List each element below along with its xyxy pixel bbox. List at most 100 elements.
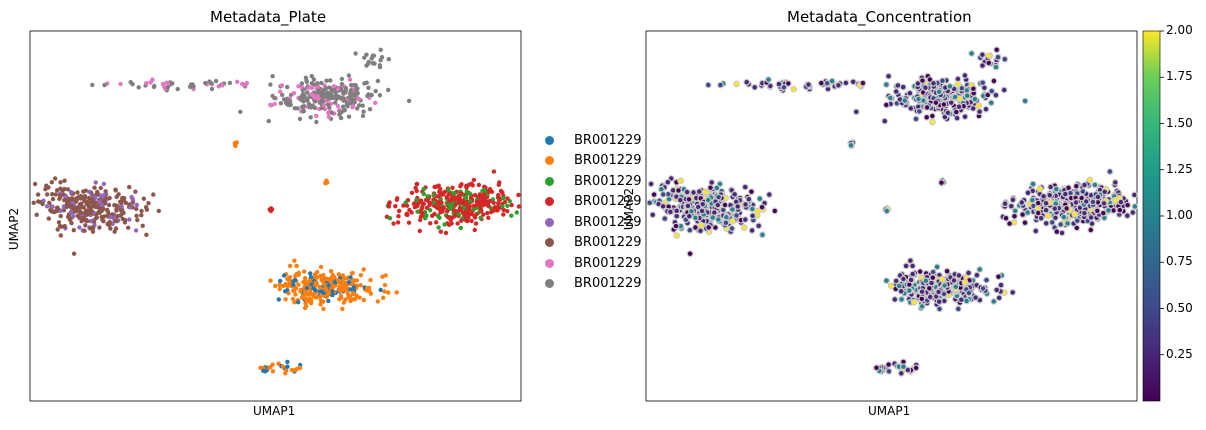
scatter-point — [722, 202, 728, 208]
scatter-point — [62, 197, 67, 203]
scatter-point — [450, 185, 455, 190]
scatter-point — [323, 180, 328, 185]
legend-marker — [545, 217, 554, 227]
scatter-point — [337, 284, 342, 289]
scatter-point — [277, 286, 282, 292]
scatter-point — [116, 192, 121, 197]
scatter-point — [94, 215, 100, 220]
scatter-point — [292, 300, 297, 305]
scatter-point — [47, 200, 52, 205]
scatter-point — [505, 196, 510, 201]
scatter-point — [886, 74, 891, 79]
scatter-point — [930, 275, 935, 280]
scatter-point — [903, 263, 909, 269]
scatter-point — [490, 208, 495, 213]
scatter-point — [315, 96, 320, 101]
scatter-point — [114, 219, 119, 224]
scatter-point — [85, 212, 90, 217]
scatter-point — [929, 280, 934, 286]
scatter-point — [283, 297, 288, 302]
scatter-point — [734, 213, 739, 218]
scatter-point — [291, 282, 296, 287]
scatter-point — [445, 209, 450, 214]
scatter-point — [951, 278, 957, 283]
scatter-point — [83, 223, 88, 228]
scatter-point — [678, 224, 683, 229]
scatter-point — [954, 109, 959, 115]
scatter-point — [509, 202, 514, 208]
scatter-point — [332, 275, 337, 280]
scatter-point — [899, 289, 904, 294]
colorbar-ticks — [1160, 30, 1164, 356]
scatter-point — [767, 192, 772, 197]
scatter-point — [956, 104, 962, 109]
scatter-point — [430, 213, 435, 218]
scatter-point — [136, 85, 141, 90]
scatter-point — [73, 199, 79, 204]
scatter-point — [100, 195, 105, 200]
scatter-point — [272, 95, 277, 101]
scatter-point — [994, 47, 999, 52]
scatter-point — [35, 192, 41, 197]
legend-label: BR001229 — [574, 132, 642, 148]
scatter-point — [459, 218, 464, 223]
scatter-point — [1095, 200, 1101, 205]
scatter-point — [485, 210, 490, 216]
scatter-point — [364, 286, 370, 291]
scatter-point — [892, 297, 897, 302]
scatter-point — [308, 115, 313, 120]
scatter-point — [296, 282, 301, 287]
scatter-point — [956, 273, 962, 278]
scatter-point — [326, 114, 332, 120]
scatter-point — [919, 289, 925, 294]
scatter-point — [63, 194, 68, 199]
scatter-point — [901, 364, 906, 369]
scatter-point — [126, 225, 131, 230]
colorbar-tick-label: 0.25 — [1166, 346, 1193, 361]
scatter-point — [311, 77, 317, 82]
scatter-point — [364, 63, 369, 68]
scatter-point — [685, 203, 691, 209]
scatter-point — [687, 228, 692, 233]
scatter-point — [305, 90, 310, 95]
scatter-point — [447, 191, 452, 197]
scatter-point — [473, 221, 479, 226]
scatter-point — [348, 275, 353, 280]
scatter-point — [1125, 202, 1130, 208]
scatter-point — [1033, 228, 1039, 234]
scatter-point — [382, 289, 387, 294]
scatter-point — [674, 208, 679, 213]
scatter-point — [730, 207, 735, 212]
scatter-point — [315, 81, 320, 86]
scatter-point — [113, 188, 118, 193]
scatter-point — [276, 297, 281, 302]
scatter-point — [280, 364, 286, 369]
scatter-point — [902, 98, 907, 103]
scatter-point — [750, 206, 755, 212]
scatter-point — [466, 182, 471, 188]
scatter-point — [330, 289, 335, 294]
scatter-point — [308, 105, 314, 110]
scatter-point — [101, 181, 107, 187]
scatter-point — [1132, 192, 1137, 198]
scatter-point — [427, 208, 433, 213]
legend-label: BR001229 — [574, 194, 642, 209]
scatter-point — [345, 104, 350, 109]
scatter-point — [238, 109, 243, 115]
legend-marker — [545, 197, 554, 206]
scatter-point — [901, 359, 906, 365]
scatter-point — [936, 89, 942, 95]
scatter-point — [377, 64, 383, 70]
scatter-point — [84, 218, 90, 224]
scatter-point — [467, 206, 472, 212]
scatter-point — [114, 207, 119, 212]
scatter-point — [912, 300, 917, 305]
scatter-point — [144, 232, 149, 237]
scatter-point — [453, 195, 458, 201]
scatter-point — [464, 189, 469, 194]
scatter-point — [910, 271, 915, 277]
scatter-point — [364, 80, 369, 85]
scatter-point — [660, 204, 666, 209]
scatter-point — [297, 116, 303, 122]
scatter-point — [908, 106, 913, 111]
